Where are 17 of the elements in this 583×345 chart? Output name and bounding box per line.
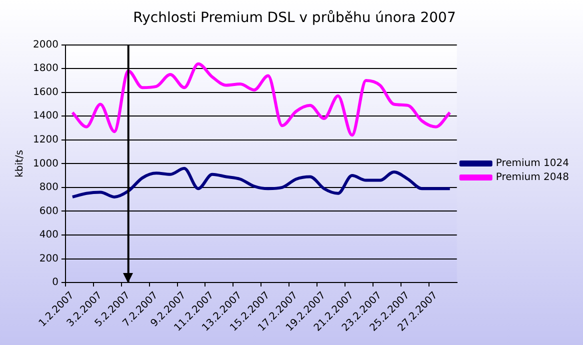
line-series bbox=[70, 62, 452, 137]
legend-label: Premium 1024 bbox=[496, 158, 569, 170]
y-tick-label: 1000 bbox=[32, 158, 58, 170]
y-tick-label: 800 bbox=[39, 182, 58, 194]
y-tick-label: 1600 bbox=[32, 86, 58, 98]
y-tick-label: 1800 bbox=[32, 63, 58, 74]
chart-title: Rychlosti Premium DSL v průběhu února 2007 bbox=[133, 10, 456, 26]
y-axis-title: kbit/s bbox=[14, 150, 26, 178]
y-tick-label: 0 bbox=[52, 277, 58, 288]
y-tick-label: 1400 bbox=[32, 110, 58, 122]
y-tick-label: 2000 bbox=[32, 39, 58, 50]
line-series bbox=[70, 166, 452, 198]
y-tick-label: 400 bbox=[39, 230, 58, 241]
y-tick-label: 1200 bbox=[32, 134, 58, 146]
y-tick-label: 600 bbox=[39, 206, 58, 217]
legend-label: Premium 2048 bbox=[496, 172, 569, 184]
y-tick-label: 200 bbox=[39, 253, 58, 264]
